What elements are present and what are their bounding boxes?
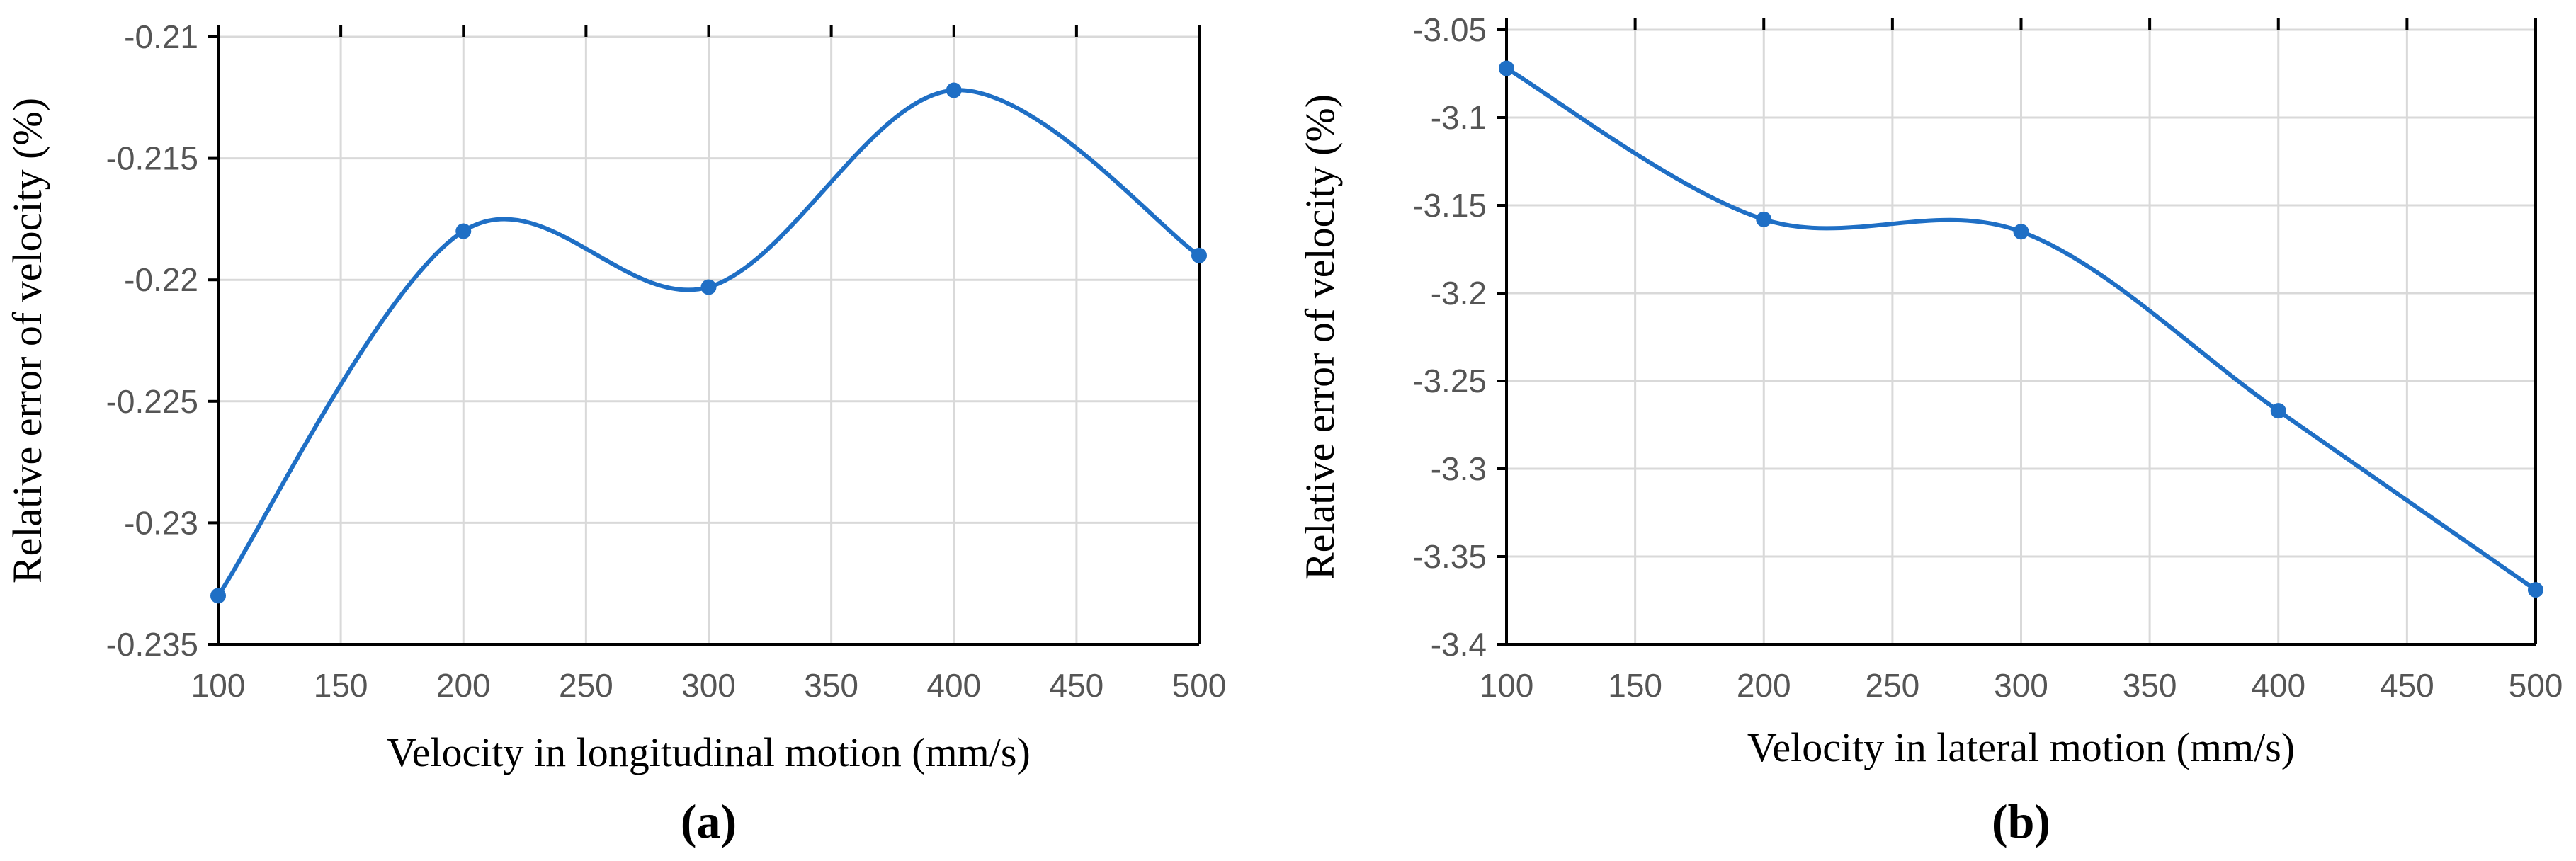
y-tick-label: -0.22 [124,261,198,298]
x-tick-label: 300 [681,667,736,704]
data-point [2270,403,2286,419]
y-tick-label: -3.15 [1412,187,1487,224]
y-axis-title: Relative error of velocity (%) [4,98,50,583]
x-tick-label: 200 [436,667,491,704]
x-tick-label: 250 [1866,667,1920,704]
data-point [1191,247,1207,263]
data-point [1499,60,1514,76]
x-tick-label: 350 [804,667,858,704]
panel-b-chart: 100 150 200 250 300 350 400 450 500 -3.4 -3.35 -3.3… [1297,11,2563,848]
panel-a-chart: 100 150 200 250 300 350 400 450 500 -0.235 -0.23 -0… [4,18,1226,848]
y-tick-label: -3.35 [1412,538,1487,575]
x-tick-label: 250 [559,667,613,704]
x-tick-label: 450 [1050,667,1104,704]
x-tick-label: 100 [191,667,246,704]
data-point [2528,582,2543,598]
x-axis-title: Velocity in lateral motion (mm/s) [1747,724,2295,770]
data-point [455,223,472,239]
x-tick-label: 400 [926,667,981,704]
y-tick-label: -3.1 [1431,99,1487,136]
x-tick-label: 350 [2123,667,2177,704]
x-tick-label: 100 [1480,667,1534,704]
x-tick-label: 500 [2509,667,2563,704]
y-tick-label: -3.3 [1431,450,1487,487]
panel-label: (b) [1992,794,2050,848]
data-point [946,82,962,98]
x-tick-label: 150 [1608,667,1662,704]
y-tick-label: -0.235 [106,626,198,663]
data-point [700,279,717,295]
y-tick-label: -0.21 [124,18,198,55]
y-tick-label: -0.215 [106,140,198,177]
x-tick-label: 500 [1172,667,1227,704]
data-point [210,588,226,604]
y-tick-label: -3.25 [1412,363,1487,399]
y-axis-title: Relative error of velocity (%) [1297,94,1343,580]
y-tick-label: -0.23 [124,504,198,541]
x-axis-title: Velocity in longitudinal motion (mm/s) [387,729,1031,775]
x-tick-label: 300 [1994,667,2048,704]
data-point [2013,224,2029,240]
y-tick-label: -3.05 [1412,11,1487,48]
x-tick-label: 400 [2251,667,2305,704]
x-tick-label: 150 [314,667,368,704]
y-tick-label: -0.225 [106,383,198,420]
data-point [1756,211,1772,227]
y-tick-label: -3.4 [1431,626,1487,663]
y-tick-label: -3.2 [1431,275,1487,312]
x-tick-label: 200 [1737,667,1791,704]
x-tick-label: 450 [2380,667,2434,704]
panel-label: (a) [681,794,737,848]
